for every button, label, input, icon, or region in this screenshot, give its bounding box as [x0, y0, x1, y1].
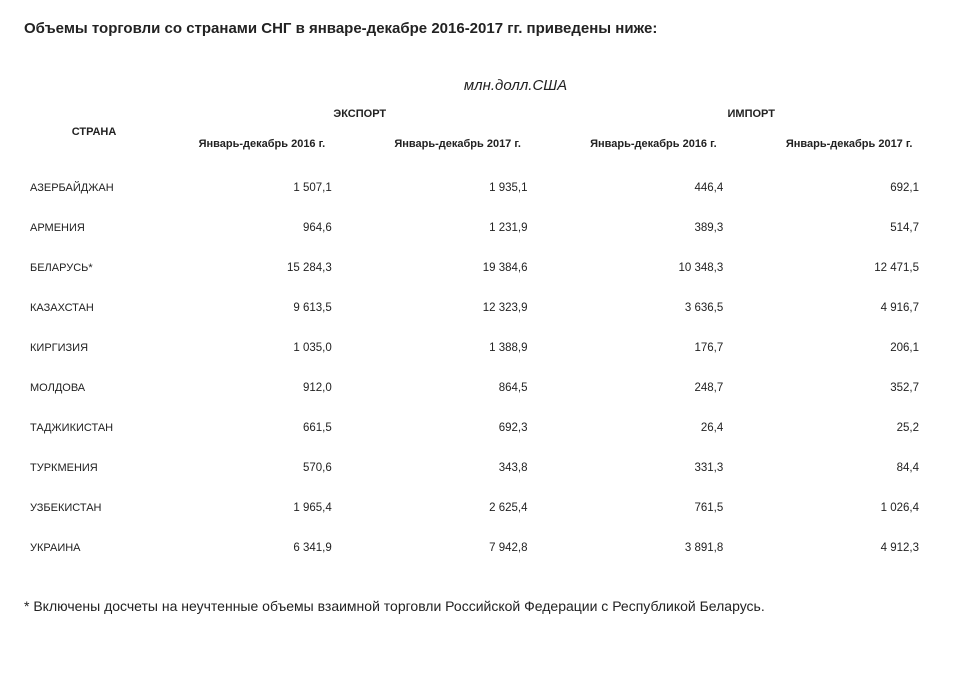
cell-exp2016: 15 284,3 — [164, 248, 360, 288]
cell-imp2016: 248,7 — [556, 368, 752, 408]
table-row: АРМЕНИЯ964,61 231,9389,3514,7 — [24, 208, 947, 248]
unit-label: млн.долл.США — [24, 77, 947, 94]
table-row: УЗБЕКИСТАН1 965,42 625,4761,51 026,4 — [24, 488, 947, 528]
cell-exp2016: 661,5 — [164, 408, 360, 448]
table-row: ТУРКМЕНИЯ570,6343,8331,384,4 — [24, 448, 947, 488]
cell-country: АЗЕРБАЙДЖАН — [24, 168, 164, 208]
cell-imp2016: 3 891,8 — [556, 528, 752, 568]
header-import-2016: Январь-декабрь 2016 г. — [556, 132, 752, 168]
cell-imp2016: 176,7 — [556, 328, 752, 368]
table-row: МОЛДОВА912,0864,5248,7352,7 — [24, 368, 947, 408]
cell-exp2017: 19 384,6 — [360, 248, 556, 288]
cell-exp2016: 1 965,4 — [164, 488, 360, 528]
header-country: СТРАНА — [24, 98, 164, 168]
cell-exp2017: 7 942,8 — [360, 528, 556, 568]
cell-imp2016: 3 636,5 — [556, 288, 752, 328]
table-row: БЕЛАРУСЬ*15 284,319 384,610 348,312 471,… — [24, 248, 947, 288]
cell-exp2017: 343,8 — [360, 448, 556, 488]
cell-country: ТУРКМЕНИЯ — [24, 448, 164, 488]
cell-imp2017: 1 026,4 — [751, 488, 947, 528]
table-row: УКРАИНА6 341,97 942,83 891,84 912,3 — [24, 528, 947, 568]
cell-imp2017: 514,7 — [751, 208, 947, 248]
cell-exp2017: 12 323,9 — [360, 288, 556, 328]
cell-imp2017: 692,1 — [751, 168, 947, 208]
cell-exp2017: 1 231,9 — [360, 208, 556, 248]
table-row: АЗЕРБАЙДЖАН1 507,11 935,1446,4692,1 — [24, 168, 947, 208]
table-row: КАЗАХСТАН9 613,512 323,93 636,54 916,7 — [24, 288, 947, 328]
header-export-2017: Январь-декабрь 2017 г. — [360, 132, 556, 168]
cell-imp2016: 26,4 — [556, 408, 752, 448]
cell-imp2016: 331,3 — [556, 448, 752, 488]
cell-country: ТАДЖИКИСТАН — [24, 408, 164, 448]
cell-exp2017: 1 388,9 — [360, 328, 556, 368]
cell-country: КИРГИЗИЯ — [24, 328, 164, 368]
cell-exp2016: 9 613,5 — [164, 288, 360, 328]
table-row: ТАДЖИКИСТАН661,5692,326,425,2 — [24, 408, 947, 448]
cell-country: УКРАИНА — [24, 528, 164, 568]
cell-exp2016: 6 341,9 — [164, 528, 360, 568]
cell-exp2017: 1 935,1 — [360, 168, 556, 208]
header-export-2016: Январь-декабрь 2016 г. — [164, 132, 360, 168]
cell-imp2017: 25,2 — [751, 408, 947, 448]
cell-country: УЗБЕКИСТАН — [24, 488, 164, 528]
cell-imp2017: 206,1 — [751, 328, 947, 368]
table-row: КИРГИЗИЯ1 035,01 388,9176,7206,1 — [24, 328, 947, 368]
cell-imp2016: 761,5 — [556, 488, 752, 528]
cell-imp2017: 84,4 — [751, 448, 947, 488]
cell-imp2016: 446,4 — [556, 168, 752, 208]
cell-exp2017: 692,3 — [360, 408, 556, 448]
cell-exp2017: 864,5 — [360, 368, 556, 408]
cell-country: АРМЕНИЯ — [24, 208, 164, 248]
cell-country: БЕЛАРУСЬ* — [24, 248, 164, 288]
cell-country: МОЛДОВА — [24, 368, 164, 408]
cell-imp2016: 10 348,3 — [556, 248, 752, 288]
cell-imp2017: 4 916,7 — [751, 288, 947, 328]
cell-imp2016: 389,3 — [556, 208, 752, 248]
cell-exp2016: 1 035,0 — [164, 328, 360, 368]
table-group-header-row: СТРАНА ЭКСПОРТ ИМПОРТ — [24, 98, 947, 132]
trade-table: СТРАНА ЭКСПОРТ ИМПОРТ Январь-декабрь 201… — [24, 98, 947, 568]
footnote: * Включены досчеты на неучтенные объемы … — [24, 598, 947, 614]
cell-imp2017: 12 471,5 — [751, 248, 947, 288]
table-body: АЗЕРБАЙДЖАН1 507,11 935,1446,4692,1АРМЕН… — [24, 168, 947, 568]
cell-imp2017: 4 912,3 — [751, 528, 947, 568]
cell-exp2016: 912,0 — [164, 368, 360, 408]
cell-exp2017: 2 625,4 — [360, 488, 556, 528]
cell-exp2016: 570,6 — [164, 448, 360, 488]
cell-country: КАЗАХСТАН — [24, 288, 164, 328]
header-import-2017: Январь-декабрь 2017 г. — [751, 132, 947, 168]
page-title: Объемы торговли со странами СНГ в январе… — [24, 20, 947, 37]
cell-imp2017: 352,7 — [751, 368, 947, 408]
header-export: ЭКСПОРТ — [164, 98, 556, 132]
cell-exp2016: 1 507,1 — [164, 168, 360, 208]
cell-exp2016: 964,6 — [164, 208, 360, 248]
header-import: ИМПОРТ — [556, 98, 948, 132]
